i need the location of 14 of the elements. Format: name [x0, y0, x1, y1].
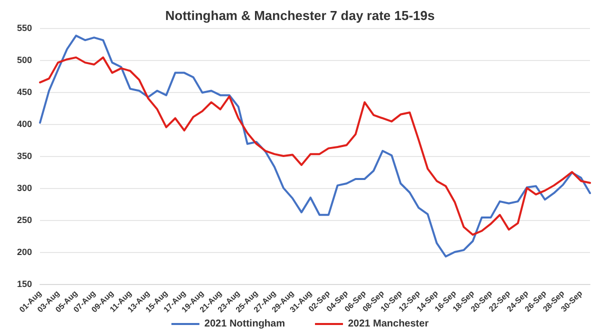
y-tick-label: 300 [16, 183, 32, 193]
legend-label: 2021 Manchester [348, 318, 429, 330]
y-tick-label: 550 [16, 23, 32, 33]
y-tick-label: 150 [16, 279, 32, 289]
legend-label: 2021 Nottingham [204, 318, 286, 330]
y-tick-label: 250 [16, 215, 32, 225]
y-tick-label: 350 [16, 151, 32, 161]
chart-title: Nottingham & Manchester 7 day rate 15-19s [165, 8, 435, 23]
line-series [39, 34, 591, 258]
line-series [39, 56, 591, 236]
y-tick-label: 450 [16, 87, 32, 97]
y-tick-label: 400 [16, 119, 32, 129]
y-tick-label: 500 [16, 55, 32, 65]
y-tick-label: 200 [16, 247, 32, 257]
